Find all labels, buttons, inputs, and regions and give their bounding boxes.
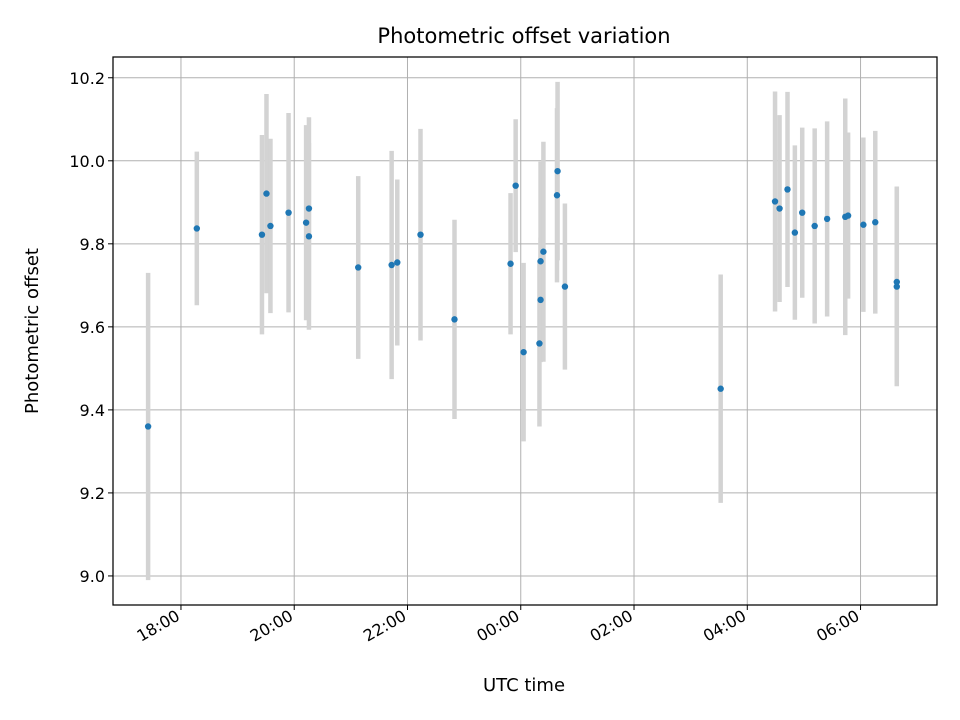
data-point (811, 222, 818, 230)
data-point (305, 233, 313, 240)
data-point (193, 225, 201, 232)
y-axis-ticks: 9.0 9.2 9.4 9.6 9.8 10.0 10.2 (69, 69, 113, 586)
data-points (144, 167, 900, 430)
data-point (893, 283, 900, 290)
y-tick-label: 9.4 (80, 401, 105, 420)
y-axis-title: Photometric offset (22, 248, 43, 414)
data-point (258, 231, 266, 238)
data-point (394, 259, 401, 266)
data-point (860, 221, 867, 228)
data-point (417, 231, 424, 238)
data-point (872, 219, 879, 226)
data-point (512, 182, 519, 189)
data-point (263, 190, 270, 197)
data-point (771, 198, 779, 205)
data-point (823, 215, 831, 223)
data-point (776, 205, 783, 212)
data-point (451, 316, 458, 323)
data-point (561, 283, 569, 290)
data-point (520, 348, 527, 356)
data-point (507, 260, 514, 267)
data-point (537, 258, 544, 265)
data-point (554, 167, 561, 175)
data-point (144, 423, 152, 430)
data-point (717, 385, 724, 392)
data-point (388, 261, 395, 269)
y-tick-label: 9.6 (80, 318, 105, 337)
data-point (267, 222, 274, 230)
y-tick-label: 9.8 (80, 235, 105, 254)
data-point (536, 340, 543, 347)
data-point (799, 209, 806, 216)
data-point (537, 296, 544, 304)
y-tick-label: 9.2 (80, 484, 105, 503)
data-point (553, 192, 561, 199)
gridlines (113, 57, 937, 605)
data-point (355, 264, 362, 271)
data-point (540, 248, 547, 255)
chart-title: Photometric offset variation (377, 24, 670, 48)
data-point (285, 209, 292, 216)
data-point (305, 205, 313, 212)
data-point (302, 219, 310, 226)
data-point (784, 186, 791, 193)
y-tick-label: 9.0 (80, 567, 105, 586)
data-point (893, 278, 900, 286)
y-tick-label: 10.2 (69, 69, 105, 88)
data-point (791, 229, 799, 236)
x-axis-title: UTC time (483, 675, 565, 696)
y-tick-label: 10.0 (69, 152, 105, 171)
plot-frame (112, 56, 938, 606)
data-point (844, 212, 852, 219)
